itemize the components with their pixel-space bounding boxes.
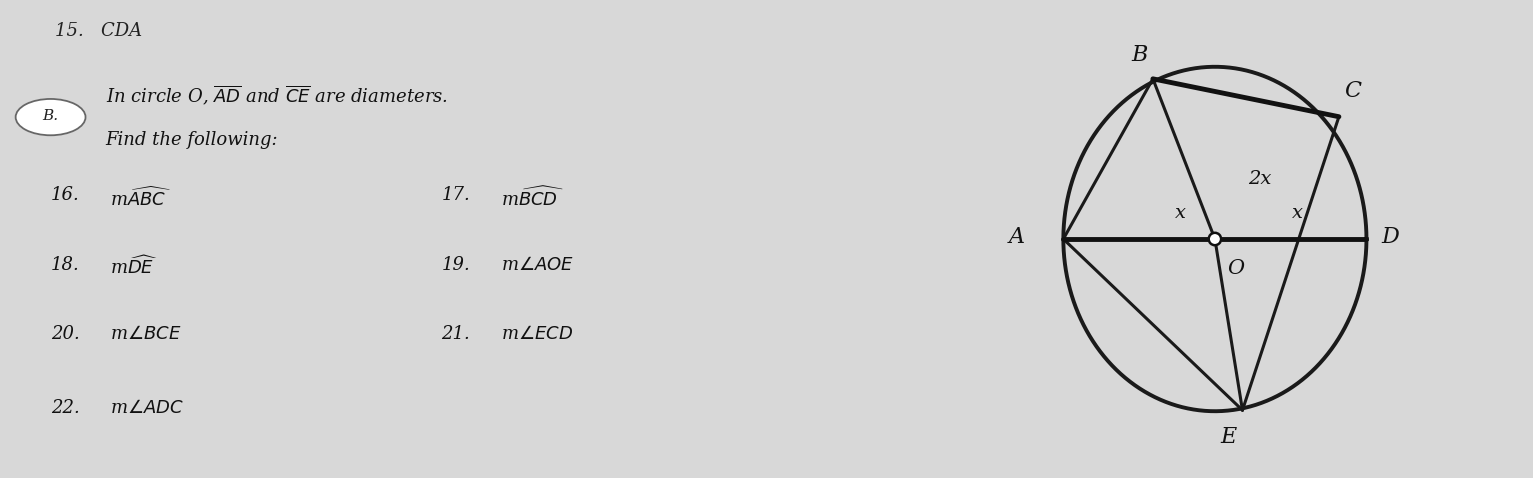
Text: E: E bbox=[1220, 426, 1237, 448]
Text: Find the following:: Find the following: bbox=[106, 131, 279, 150]
Text: m$\angle ADC$: m$\angle ADC$ bbox=[110, 399, 184, 417]
Text: B: B bbox=[1131, 43, 1147, 65]
Text: 20.: 20. bbox=[51, 325, 80, 343]
Text: m$\angle ECD$: m$\angle ECD$ bbox=[501, 325, 573, 343]
Text: m$\widehat{BCD}$: m$\widehat{BCD}$ bbox=[501, 186, 564, 210]
Text: 15.   CDA: 15. CDA bbox=[55, 22, 143, 40]
Text: A: A bbox=[1009, 226, 1026, 248]
Text: 21.: 21. bbox=[442, 325, 471, 343]
Text: 19.: 19. bbox=[442, 256, 471, 274]
Text: m$\angle AOE$: m$\angle AOE$ bbox=[501, 256, 575, 274]
Text: O: O bbox=[1226, 259, 1245, 278]
Text: 18.: 18. bbox=[51, 256, 80, 274]
Text: B.: B. bbox=[43, 109, 58, 123]
Circle shape bbox=[15, 99, 86, 135]
Text: In circle O, $\overline{AD}$ and $\overline{CE}$ are diameters.: In circle O, $\overline{AD}$ and $\overl… bbox=[106, 84, 448, 108]
Text: m$\angle BCE$: m$\angle BCE$ bbox=[110, 325, 182, 343]
Text: C: C bbox=[1344, 80, 1361, 102]
Text: 17.: 17. bbox=[442, 186, 471, 205]
Text: x: x bbox=[1174, 204, 1187, 222]
Text: m$\widehat{DE}$: m$\widehat{DE}$ bbox=[110, 256, 158, 279]
Text: 2x: 2x bbox=[1248, 170, 1271, 188]
Text: x: x bbox=[1292, 204, 1303, 222]
Text: 22.: 22. bbox=[51, 399, 80, 417]
Text: D: D bbox=[1381, 226, 1400, 248]
Text: m$\widehat{ABC}$: m$\widehat{ABC}$ bbox=[110, 186, 172, 209]
Text: 16.: 16. bbox=[51, 186, 80, 205]
Circle shape bbox=[1208, 233, 1222, 245]
